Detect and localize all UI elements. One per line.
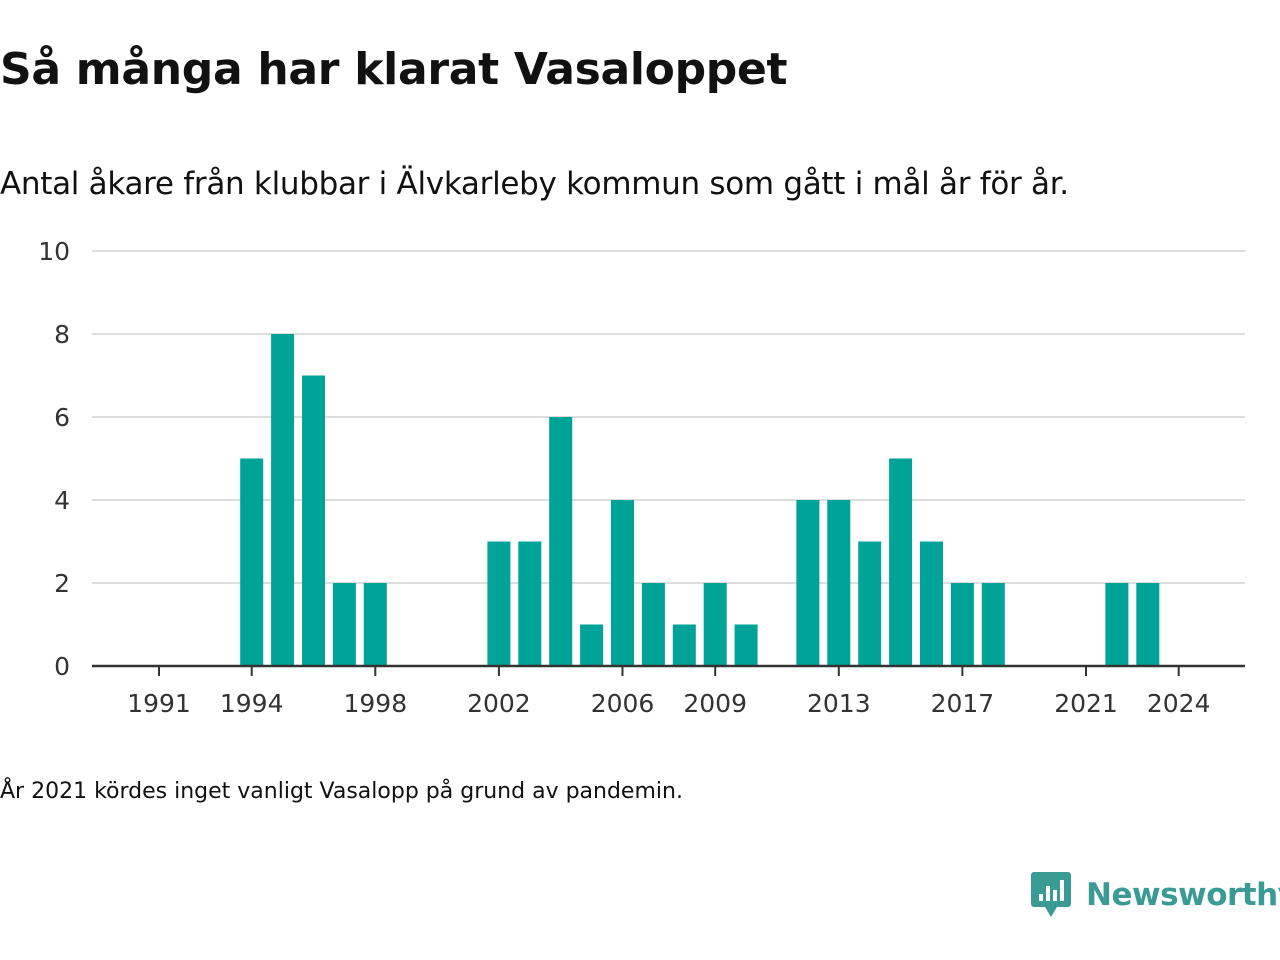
bar-2012 — [796, 500, 820, 666]
x-tick-label: 2009 — [683, 689, 747, 718]
x-tick-label: 1991 — [127, 689, 191, 718]
bar-1994 — [240, 458, 264, 666]
bar-chart: 0 2 4 6 8 10 1991 1994 1998 2002 2006 2009 2013 2017… — [38, 237, 1245, 718]
x-axis-ticks — [158, 666, 1180, 676]
y-tick-label: 10 — [38, 237, 70, 266]
bar-2006 — [611, 500, 634, 666]
chart-title: Så många har klarat Vasaloppet — [0, 44, 788, 95]
bar-2016 — [920, 541, 943, 666]
x-tick-label: 1994 — [220, 689, 284, 718]
bar-2002 — [487, 541, 511, 666]
brand-name: Newsworthy — [1086, 877, 1280, 913]
footnote: År 2021 kördes inget vanligt Vasalopp på… — [0, 779, 683, 804]
bar-1996 — [302, 375, 325, 666]
bar-1997 — [332, 583, 356, 666]
newsworthy-logo-icon — [1031, 872, 1071, 917]
x-axis-labels: 1991 1994 1998 2002 2006 2009 2013 2017 2021 2024 — [127, 689, 1210, 718]
x-tick-label: 2013 — [807, 689, 871, 718]
bar-2009 — [703, 583, 727, 666]
bar-2018 — [981, 583, 1005, 666]
x-tick-label: 2006 — [591, 689, 655, 718]
bar-2010 — [734, 624, 758, 666]
bar-1998 — [363, 583, 387, 666]
bar-2005 — [580, 624, 604, 666]
y-tick-label: 0 — [54, 652, 70, 681]
bar-2023 — [1136, 583, 1160, 666]
bar-2008 — [672, 624, 696, 666]
bar-2015 — [889, 458, 913, 666]
bar-2014 — [858, 541, 882, 666]
x-tick-label: 1998 — [343, 689, 407, 718]
y-axis-labels: 0 2 4 6 8 10 — [38, 237, 70, 681]
x-tick-label: 2002 — [467, 689, 531, 718]
y-tick-label: 6 — [54, 403, 70, 432]
x-tick-label: 2024 — [1147, 689, 1211, 718]
chart-subtitle: Antal åkare från klubbar i Älvkarleby ko… — [0, 166, 1069, 202]
bar-2022 — [1105, 583, 1129, 666]
y-tick-label: 4 — [54, 486, 70, 515]
brand-logo[interactable]: Newsworthy — [1030, 870, 1280, 920]
bar-1995 — [271, 334, 295, 666]
x-tick-label: 2017 — [931, 689, 995, 718]
bars — [240, 334, 1160, 666]
bar-2007 — [641, 583, 665, 666]
y-tick-label: 8 — [54, 320, 70, 349]
bar-2013 — [827, 500, 851, 666]
gridlines — [92, 250, 1245, 584]
x-tick-label: 2021 — [1054, 689, 1118, 718]
bar-2017 — [950, 583, 974, 666]
y-tick-label: 2 — [54, 569, 70, 598]
bar-2003 — [518, 541, 542, 666]
bar-2004 — [549, 417, 573, 666]
